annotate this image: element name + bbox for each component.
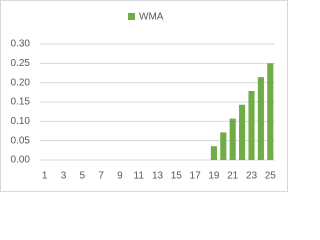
y-tick-label: 0.15: [11, 97, 31, 108]
chart-border: [0, 0, 288, 192]
x-tick-label: 13: [152, 171, 164, 182]
y-tick-label: 0.25: [11, 58, 31, 69]
bar: [239, 104, 246, 160]
bar: [220, 132, 227, 160]
x-tick-label: 15: [171, 171, 183, 182]
x-tick-label: 1: [42, 171, 48, 182]
x-tick-label: 11: [134, 171, 145, 182]
bar: [248, 90, 255, 160]
y-tick-label: 0.00: [11, 155, 31, 166]
x-tick-label: 19: [208, 171, 220, 182]
bar: [229, 118, 236, 160]
x-tick-label: 25: [265, 171, 277, 182]
x-tick-label: 5: [80, 171, 86, 182]
x-tick-label: 9: [117, 171, 123, 182]
x-tick-label: 7: [98, 171, 104, 182]
y-tick-label: 0.05: [11, 135, 31, 146]
bar: [267, 63, 274, 161]
bar: [257, 77, 264, 160]
x-tick-label: 17: [190, 171, 202, 182]
y-tick-label: 0.10: [11, 116, 31, 127]
legend-swatch: [128, 13, 135, 20]
chart: 0.000.050.100.150.200.250.301 3 5 7 9 11 13 15 1…: [0, 0, 288, 192]
bar: [210, 146, 217, 160]
legend-label: WMA: [139, 12, 164, 23]
y-tick-label: 0.20: [11, 77, 31, 88]
y-tick-label: 0.30: [11, 39, 31, 50]
x-tick-label: 21: [227, 171, 239, 182]
x-tick-label: 3: [61, 171, 67, 182]
x-tick-label: 23: [246, 171, 258, 182]
